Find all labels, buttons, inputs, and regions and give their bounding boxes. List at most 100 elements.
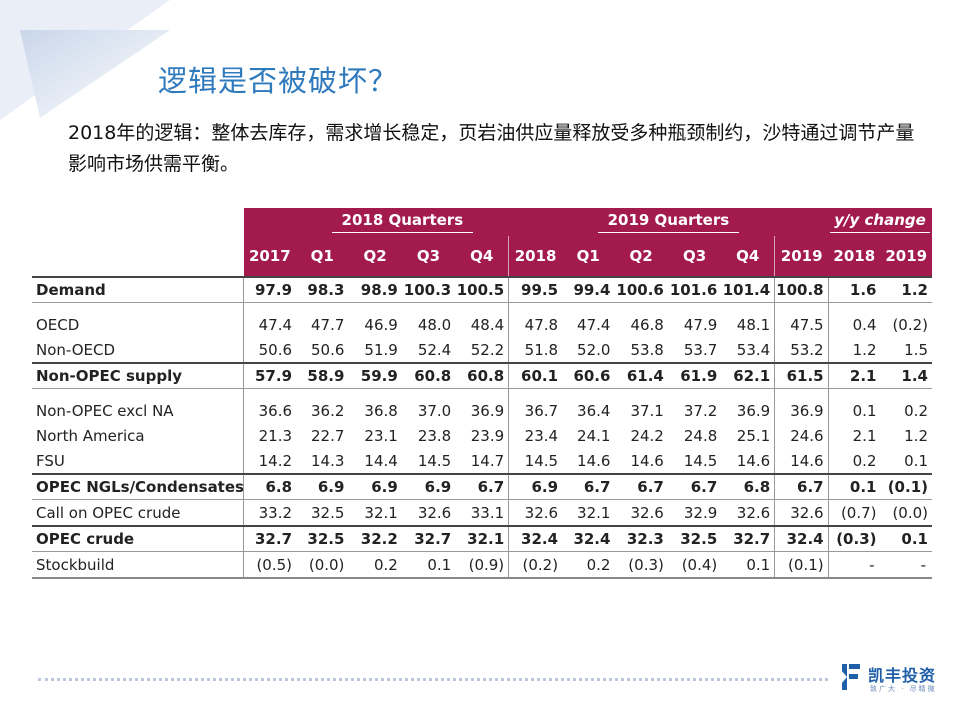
column-header: Q4: [721, 236, 775, 277]
cell-value: 100.8: [774, 276, 829, 303]
cell-value: 1.6: [827, 276, 881, 303]
cell-value: 36.8: [364, 401, 398, 420]
cell-value: 32.6: [417, 503, 452, 522]
cell-value: 6.7: [774, 473, 829, 500]
cell-value: 32.5: [311, 503, 345, 522]
cell-value: 36.9: [736, 401, 771, 420]
slide-title: 逻辑是否被破坏？: [158, 64, 399, 98]
row-label: Call on OPEC crude: [36, 503, 181, 522]
cell-value: 60.6: [562, 362, 615, 389]
cell-value: 60.8: [401, 362, 456, 389]
column-header: Q1: [562, 236, 615, 277]
column-header: 2019: [880, 236, 932, 277]
table-row: Stockbuild (0.5) (0.0) 0.2 0.1 (0.9) (0.2) 0.2(…: [32, 551, 932, 579]
table-row: OPEC NGLs/Condensates 6.8 6.9 6.9 6.9 6.7 6.9 6…: [32, 473, 932, 500]
cell-value: 6.8: [721, 473, 775, 500]
cell-value: 14.5: [508, 448, 563, 474]
column-header: 2018: [508, 236, 563, 277]
cell-value: 6.9: [348, 473, 402, 500]
cell-value: 0.4: [827, 312, 881, 337]
cell-value: (0.0): [892, 503, 928, 522]
row-label: Non-OPEC supply: [32, 362, 244, 389]
cell-value: 48.0: [417, 315, 452, 334]
spacer-row: [32, 388, 932, 398]
cell-value: 60.1: [508, 362, 563, 389]
row-label: FSU: [36, 451, 65, 470]
cell-value: 2.1: [827, 362, 881, 389]
cell-value: 0.1: [827, 398, 881, 423]
cell-value: 14.6: [630, 451, 664, 470]
company-logo: 凯丰投资 致广大 · 尽精微: [840, 660, 948, 696]
cell-value: 14.7: [470, 451, 505, 470]
cell-value: 36.2: [311, 401, 345, 420]
cell-value: 36.9: [774, 398, 829, 423]
row-label: OPEC NGLs/Condensates: [32, 473, 244, 500]
column-header: Q3: [401, 236, 456, 277]
cell-value: 101.4: [721, 276, 775, 303]
cell-value: 6.7: [455, 473, 509, 500]
row-label: OECD: [36, 315, 80, 334]
cell-value: 36.9: [470, 401, 505, 420]
cell-value: (0.1): [774, 551, 829, 579]
cell-value: (0.3): [827, 525, 881, 552]
cell-value: 0.1: [827, 473, 881, 500]
cell-value: 62.1: [721, 362, 775, 389]
table-row: Non-OPEC excl NA 36.6 36.2 36.8 37.0 36.9 36.7…: [32, 398, 932, 423]
column-header-row: 2017 Q1 Q2 Q3 Q4 2018 Q1 Q2 Q3 Q4 2019 2018 2019: [32, 236, 932, 277]
cell-value: (0.4): [667, 551, 722, 579]
cell-value: 32.7: [401, 525, 456, 552]
cell-value: 14.5: [683, 451, 718, 470]
cell-value: 24.2: [630, 426, 664, 445]
cell-value: 53.4: [736, 340, 771, 359]
cell-value: 61.9: [667, 362, 722, 389]
cell-value: 24.1: [577, 426, 611, 445]
cell-value: (0.7): [827, 499, 881, 526]
row-label: Stockbuild: [32, 551, 244, 579]
cell-value: 59.9: [348, 362, 402, 389]
cell-value: 23.9: [470, 426, 505, 445]
cell-value: (0.9): [455, 551, 509, 579]
cell-value: 58.9: [296, 362, 349, 389]
cell-value: 37.0: [417, 401, 452, 420]
cell-value: 36.7: [508, 398, 563, 423]
cell-value: 14.3: [311, 451, 345, 470]
row-label: Demand: [32, 276, 244, 303]
cell-value: 37.1: [630, 401, 664, 420]
slide-subtitle: 2018年的逻辑：整体去库存，需求增长稳定，页岩油供应量释放受多种瓶颈制约，沙特…: [68, 122, 915, 175]
group-header-row: 2018 Quarters 2019 Quarters y/y change: [32, 208, 932, 236]
row-label: Non-OPEC excl NA: [36, 401, 174, 420]
cell-value: 46.8: [630, 315, 664, 334]
corner-decoration: [0, 0, 170, 120]
cell-value: 0.1: [904, 451, 928, 470]
column-header: 2019: [774, 236, 829, 277]
cell-value: 14.2: [243, 448, 297, 474]
cell-value: (0.3): [614, 551, 668, 579]
cell-value: 52.0: [577, 340, 611, 359]
cell-value: 50.6: [311, 340, 345, 359]
cell-value: 0.1: [721, 551, 775, 579]
cell-value: 6.7: [562, 473, 615, 500]
cell-value: 0.2: [827, 448, 881, 474]
footer-dotted-line: [38, 678, 828, 681]
cell-value: 23.1: [364, 426, 398, 445]
cell-value: 2.1: [827, 423, 881, 448]
cell-value: 47.7: [311, 315, 345, 334]
table-row: FSU 14.2 14.3 14.4 14.5 14.7 14.5 14.6 14.6 14.5 1…: [32, 448, 932, 474]
cell-value: 1.2: [827, 337, 881, 363]
cell-value: 61.5: [774, 362, 829, 389]
cell-value: 47.4: [243, 312, 297, 337]
cell-value: 32.9: [683, 503, 718, 522]
cell-value: 53.8: [630, 340, 664, 359]
table-row: OPEC crude 32.7 32.5 32.2 32.7 32.1 32.4 32.4 32…: [32, 525, 932, 552]
cell-value: 98.9: [348, 276, 402, 303]
cell-value: 6.9: [508, 473, 563, 500]
cell-value: 14.6: [577, 451, 611, 470]
cell-value: 97.9: [243, 276, 297, 303]
cell-value: 1.2: [904, 426, 928, 445]
cell-value: 50.6: [243, 337, 297, 363]
cell-value: 32.2: [348, 525, 402, 552]
cell-value: 60.8: [455, 362, 509, 389]
spacer-row: [32, 302, 932, 312]
cell-value: 32.4: [508, 525, 563, 552]
cell-value: 23.4: [508, 423, 563, 448]
